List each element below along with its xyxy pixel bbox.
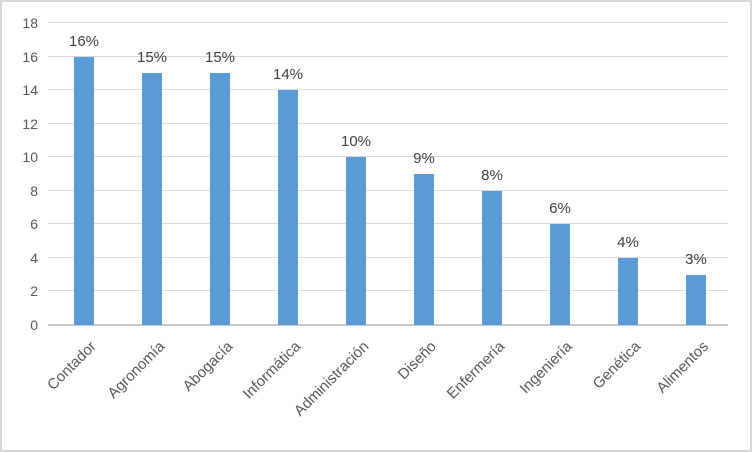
bar-data-label: 9% xyxy=(413,150,435,167)
bar-data-label: 15% xyxy=(204,49,236,67)
bar xyxy=(618,257,638,325)
gridline xyxy=(48,290,728,292)
y-axis-tick-label: 14 xyxy=(22,82,38,99)
x-axis-category-label: Contador xyxy=(44,338,101,394)
x-axis-category-label: Enfermería xyxy=(443,338,509,403)
bar-data-label: 15% xyxy=(136,49,168,67)
x-axis-line xyxy=(48,324,728,326)
bar xyxy=(346,157,366,325)
x-axis-category-label: Abogacía xyxy=(179,338,237,395)
bar xyxy=(686,274,706,325)
y-axis-tick-label: 8 xyxy=(30,182,38,199)
bar-data-label: 3% xyxy=(685,250,707,268)
x-axis-category-label: Informática xyxy=(239,338,305,403)
bar-data-label: 14% xyxy=(272,66,304,84)
y-axis-tick-label: 4 xyxy=(30,249,38,266)
bar-data-label: 6% xyxy=(549,200,571,218)
y-axis-tick-label: 12 xyxy=(22,115,38,132)
gridline xyxy=(48,256,728,258)
y-axis-tick-label: 10 xyxy=(22,149,38,166)
bar-data-label: 10% xyxy=(340,133,372,151)
gridline xyxy=(48,89,728,91)
gridline xyxy=(48,22,728,23)
bar xyxy=(482,190,502,325)
bar-data-label: 4% xyxy=(617,233,639,251)
bar xyxy=(142,73,162,325)
bar xyxy=(414,174,434,325)
bar xyxy=(278,90,298,325)
bar xyxy=(210,73,230,325)
x-axis-category-label: Agronomía xyxy=(104,338,169,402)
gridline xyxy=(48,189,728,191)
x-axis-category-label: Diseño xyxy=(394,338,441,384)
bar xyxy=(550,224,570,325)
y-axis-tick-label: 0 xyxy=(30,317,38,333)
y-axis-tick-label: 18 xyxy=(22,15,38,31)
y-axis-tick-label: 2 xyxy=(30,283,38,300)
gridline xyxy=(48,156,728,158)
x-axis-category-label: Ingeniería xyxy=(516,338,577,398)
y-axis-tick-label: 6 xyxy=(30,216,38,233)
y-axis-tick-label: 16 xyxy=(22,48,38,65)
bar-data-label: 16% xyxy=(68,32,100,50)
x-axis-category-label: Genética xyxy=(589,338,645,393)
bar-data-label: 8% xyxy=(481,166,503,184)
bar xyxy=(74,56,94,325)
x-axis-category-label: Alimentos xyxy=(653,338,713,397)
gridline xyxy=(48,122,728,124)
gridline xyxy=(48,55,728,57)
gridline xyxy=(48,223,728,225)
